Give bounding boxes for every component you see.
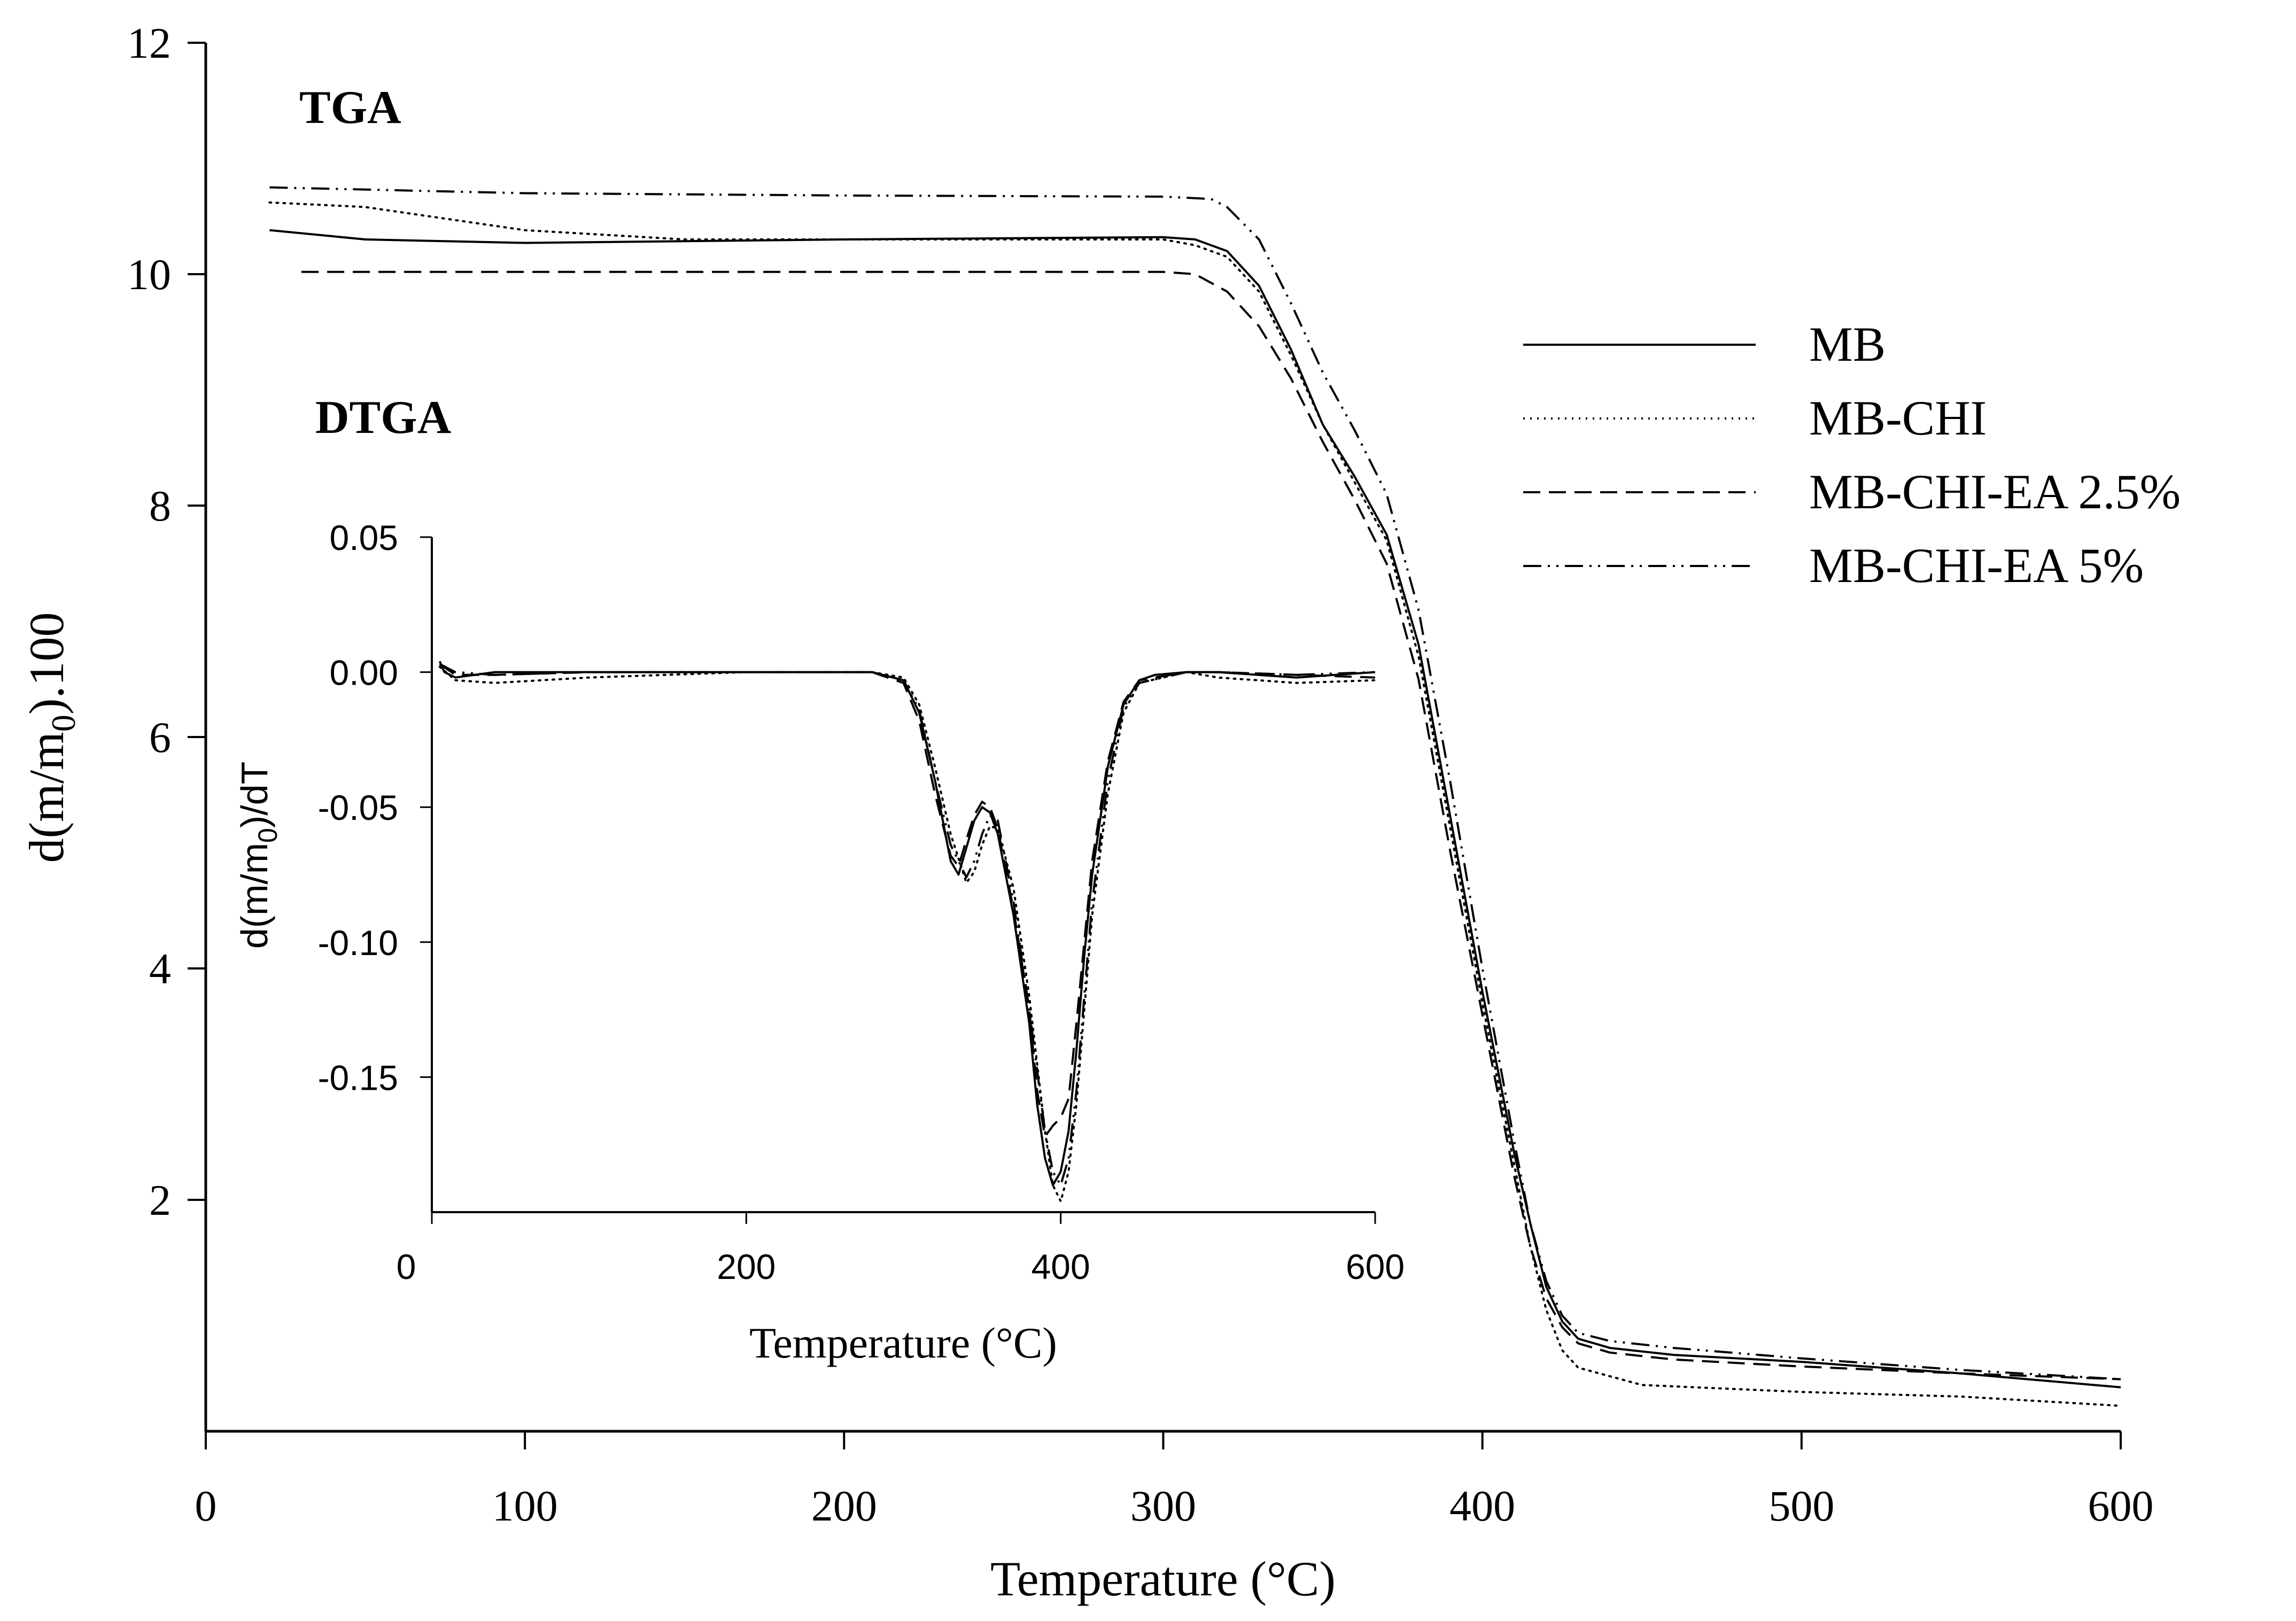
tga-line-mb-chi-ea-2-5 bbox=[301, 270, 2121, 1380]
tga-line-mb-chi-ea-5 bbox=[269, 186, 2121, 1380]
dtga-y-tick-label: -0.10 bbox=[318, 923, 398, 963]
tga-y-axis-title: d(m/m0).100 bbox=[19, 612, 82, 863]
dtga-x-tick-label: 400 bbox=[1031, 1247, 1090, 1286]
tga-y-tick-label: 6 bbox=[149, 713, 171, 762]
legend-label-mb-chi-ea-2-5: MB-CHI-EA 2.5% bbox=[1809, 464, 2181, 519]
dtga-y-tick-label: -0.15 bbox=[318, 1058, 398, 1097]
tga-line-mb bbox=[269, 229, 2121, 1389]
tga-y-tick-label: 10 bbox=[127, 250, 171, 299]
dtga-panel-title: DTGA bbox=[315, 392, 451, 444]
legend-label-mb: MB bbox=[1809, 317, 1886, 371]
dtga-x-axis-title: Temperature (°C) bbox=[749, 1318, 1057, 1367]
tga-x-tick-label: 500 bbox=[1768, 1482, 1834, 1530]
dtga-x-tick-label: 600 bbox=[1346, 1247, 1405, 1286]
tga-x-tick-label: 100 bbox=[492, 1482, 558, 1530]
dtga-y-tick-label: 0.00 bbox=[330, 653, 398, 693]
tga-y-tick-label: 2 bbox=[149, 1176, 171, 1224]
dtga-y-tick-label: 0.05 bbox=[330, 518, 398, 557]
dtga-series-group bbox=[438, 661, 1376, 1203]
legend-label-mb-chi: MB-CHI bbox=[1809, 391, 1987, 445]
tga-ticks: 0 100 200 300 400 500 600 2 4 6 8 10 12 bbox=[127, 19, 2154, 1530]
tga-panel-title: TGA bbox=[299, 82, 401, 134]
dtga-y-axis-title: d(m/m0)/dT bbox=[234, 762, 283, 949]
tga-x-tick-label: 0 bbox=[195, 1482, 217, 1530]
dtga-line-mb-chi-ea-5 bbox=[439, 663, 1376, 1186]
dtga-x-tick-label: 0 bbox=[397, 1247, 416, 1286]
tga-x-tick-label: 300 bbox=[1130, 1482, 1196, 1530]
tga-series-group bbox=[268, 186, 2122, 1407]
tga-x-tick-label: 400 bbox=[1449, 1482, 1515, 1530]
legend-label-mb-chi-ea-5: MB-CHI-EA 5% bbox=[1809, 538, 2144, 593]
tga-line-mb-chi bbox=[268, 201, 2122, 1407]
tga-y-tick-label: 12 bbox=[127, 19, 171, 67]
dtga-x-tick-label: 200 bbox=[717, 1247, 775, 1286]
legend: MB MB-CHI MB-CHI-EA 2.5% MB-CHI-EA 5% bbox=[1523, 317, 2181, 593]
tga-y-tick-label: 8 bbox=[149, 482, 171, 530]
dtga-axes bbox=[431, 537, 1375, 1213]
dtga-ticks: 0 200 400 600 0.05 0.00 -0.05 -0.10 -0.15 bbox=[318, 518, 1405, 1286]
tga-x-tick-label: 200 bbox=[811, 1482, 877, 1530]
dtga-y-tick-label: -0.05 bbox=[318, 788, 398, 827]
tga-x-tick-label: 600 bbox=[2088, 1482, 2154, 1530]
tga-y-tick-label: 4 bbox=[149, 944, 171, 993]
tga-x-axis-title: Temperature (°C) bbox=[990, 1552, 1336, 1606]
dtga-line-mb-chi-ea-2-5 bbox=[439, 663, 1376, 1138]
